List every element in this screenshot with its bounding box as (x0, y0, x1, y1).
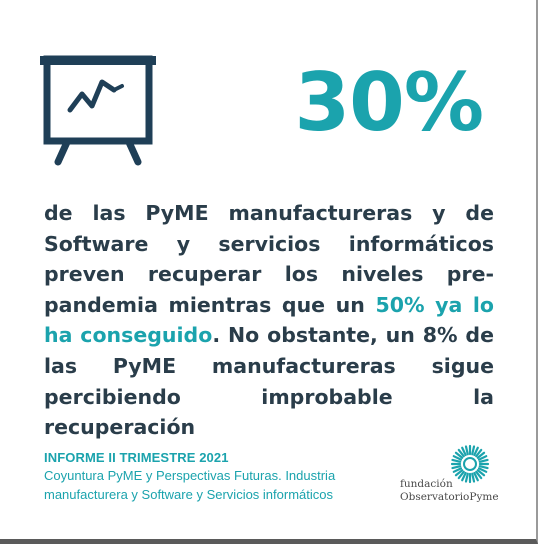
summary-highlight: 50% ya lo ha conseguido (44, 292, 495, 348)
logo-ray (475, 470, 483, 480)
logo-ray (457, 448, 465, 458)
logo-ray (451, 465, 462, 470)
logo-ray (454, 469, 464, 477)
logo-ray (471, 445, 476, 456)
report-title: INFORME II TRIMESTRE 2021 (44, 450, 229, 465)
presentation-chart-icon (40, 55, 156, 166)
logo-ray (454, 451, 464, 459)
logo-ray (478, 458, 489, 463)
logo-ray (471, 472, 476, 483)
logo-line-2: ObservatorioPyme (400, 491, 499, 503)
logo-ray (451, 458, 462, 463)
logo-text: fundación ObservatorioPyme (400, 478, 499, 504)
source-block: INFORME II TRIMESTRE 2021 Coyuntura PyME… (44, 449, 374, 504)
logo-ray (461, 446, 467, 457)
organization-logo: fundación ObservatorioPyme (400, 444, 510, 508)
logo-ray (477, 455, 488, 461)
headline-stat: 30% (294, 56, 484, 149)
logo-ray (476, 451, 486, 459)
logo-ray (476, 469, 486, 477)
logo-ray (477, 467, 488, 473)
logo-ray (452, 455, 463, 461)
summary-text-part-2: . No obstante, un 8% de las PyME manufac… (44, 323, 494, 440)
logo-ray (464, 445, 469, 456)
logo-ray (464, 472, 469, 483)
summary-text: de las PyME manufactureras y de Software… (44, 198, 494, 443)
logo-ray (452, 467, 463, 473)
observatorio-logo-icon (450, 444, 490, 484)
logo-ray (461, 471, 467, 482)
logo-ray (457, 470, 465, 480)
logo-ray (475, 448, 483, 458)
logo-ray (473, 471, 479, 482)
logo-ray (478, 465, 489, 470)
report-description: Coyuntura PyME y Perspectivas Futuras. I… (44, 468, 336, 502)
logo-ray (473, 446, 479, 457)
summary-text-part-1: de las PyME manufactureras y de Software… (44, 201, 494, 317)
logo-line-1: fundación (400, 478, 453, 490)
